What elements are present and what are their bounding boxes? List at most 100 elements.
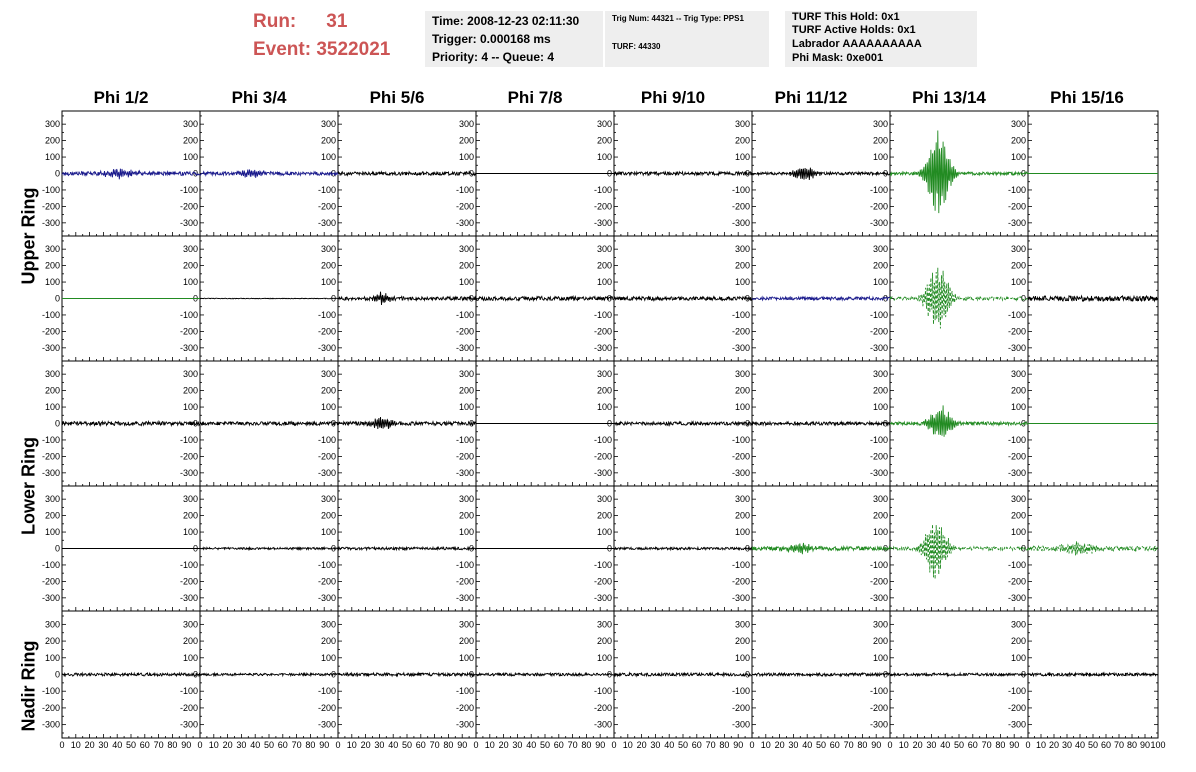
y-tick-label: -300 bbox=[594, 720, 612, 730]
y-tick-label: -300 bbox=[42, 468, 60, 478]
y-tick-label: 200 bbox=[459, 136, 474, 146]
y-tick-label: 100 bbox=[597, 653, 612, 663]
y-tick-label: -200 bbox=[870, 576, 888, 586]
y-tick-label: -100 bbox=[42, 185, 60, 195]
waveform-trace bbox=[889, 405, 1029, 437]
y-tick-label: 100 bbox=[735, 527, 750, 537]
x-tick-label: 60 bbox=[830, 740, 840, 750]
x-tick-label: 30 bbox=[98, 740, 108, 750]
waveform-trace bbox=[889, 671, 1028, 678]
y-tick-label: -200 bbox=[180, 703, 198, 713]
run-label: Run: bbox=[253, 11, 297, 32]
y-tick-label: 100 bbox=[597, 527, 612, 537]
y-tick-label: -300 bbox=[318, 218, 336, 228]
waveform-trace bbox=[61, 168, 201, 180]
x-tick-label: 0 bbox=[1025, 740, 1030, 750]
y-tick-label: 100 bbox=[873, 277, 888, 287]
waveform-trace bbox=[613, 295, 753, 303]
y-tick-label: 100 bbox=[321, 527, 336, 537]
waveform-trace bbox=[751, 420, 891, 427]
y-tick-label: -300 bbox=[1008, 468, 1026, 478]
x-tick-label: 20 bbox=[1049, 740, 1059, 750]
time-line: Time: 2008-12-23 02:11:30 bbox=[432, 14, 580, 28]
x-tick-label: 40 bbox=[112, 740, 122, 750]
y-tick-label: -200 bbox=[1008, 451, 1026, 461]
y-tick-label: 300 bbox=[873, 119, 888, 129]
x-tick-label: 60 bbox=[692, 740, 702, 750]
y-tick-label: -300 bbox=[1008, 343, 1026, 353]
y-tick-label: 200 bbox=[873, 136, 888, 146]
y-tick-label: 200 bbox=[597, 386, 612, 396]
x-tick-label: 40 bbox=[250, 740, 260, 750]
y-tick-label: 100 bbox=[1011, 527, 1026, 537]
y-tick-label: 200 bbox=[1011, 511, 1026, 521]
y-tick-label: 0 bbox=[193, 419, 198, 429]
x-tick-label: 80 bbox=[857, 740, 867, 750]
y-tick-label: -200 bbox=[870, 451, 888, 461]
x-tick-label: 80 bbox=[719, 740, 729, 750]
trigger-info-box: Trig Num: 44321 -- Trig Type: PPS1 TURF:… bbox=[605, 11, 769, 67]
y-tick-label: -200 bbox=[42, 451, 60, 461]
waveform-trace bbox=[337, 416, 477, 430]
y-tick-label: -100 bbox=[456, 185, 474, 195]
waveform-trace bbox=[889, 130, 1029, 214]
y-tick-label: -300 bbox=[180, 720, 198, 730]
x-tick-label: 80 bbox=[1127, 740, 1137, 750]
turf-hold-line: TURF This Hold: 0x1 bbox=[792, 11, 900, 23]
waveform-trace bbox=[613, 545, 753, 552]
y-tick-label: -300 bbox=[318, 593, 336, 603]
y-tick-label: 100 bbox=[183, 653, 198, 663]
y-tick-label: 200 bbox=[45, 386, 60, 396]
y-tick-label: 200 bbox=[459, 261, 474, 271]
y-tick-label: 0 bbox=[883, 419, 888, 429]
y-tick-label: -300 bbox=[456, 593, 474, 603]
x-tick-label: 60 bbox=[554, 740, 564, 750]
y-tick-label: -300 bbox=[594, 468, 612, 478]
y-tick-label: 300 bbox=[597, 119, 612, 129]
x-tick-label: 60 bbox=[140, 740, 150, 750]
x-tick-label: 0 bbox=[887, 740, 892, 750]
y-tick-label: -300 bbox=[870, 218, 888, 228]
y-tick-label: -100 bbox=[318, 310, 336, 320]
y-tick-label: 300 bbox=[45, 369, 60, 379]
column-header-phi-3-4: Phi 3/4 bbox=[231, 88, 287, 107]
x-tick-label: 20 bbox=[775, 740, 785, 750]
y-tick-label: 300 bbox=[735, 369, 750, 379]
y-tick-label: -100 bbox=[1008, 686, 1026, 696]
y-tick-label: -100 bbox=[42, 435, 60, 445]
x-tick-label: 60 bbox=[1101, 740, 1111, 750]
y-tick-label: 300 bbox=[321, 119, 336, 129]
x-tick-label: 20 bbox=[223, 740, 233, 750]
y-tick-label: -100 bbox=[870, 435, 888, 445]
x-tick-label: 10 bbox=[71, 740, 81, 750]
y-tick-label: -300 bbox=[870, 468, 888, 478]
y-tick-label: 100 bbox=[459, 277, 474, 287]
y-tick-label: 200 bbox=[183, 511, 198, 521]
y-tick-label: -300 bbox=[870, 593, 888, 603]
x-tick-label: 0 bbox=[611, 740, 616, 750]
y-tick-label: 300 bbox=[873, 494, 888, 504]
y-tick-label: 300 bbox=[183, 369, 198, 379]
y-tick-label: 0 bbox=[331, 670, 336, 680]
y-tick-label: -300 bbox=[732, 593, 750, 603]
x-tick-label: 80 bbox=[995, 740, 1005, 750]
y-tick-label: 200 bbox=[459, 636, 474, 646]
y-tick-label: -100 bbox=[732, 310, 750, 320]
y-tick-label: -300 bbox=[870, 343, 888, 353]
y-tick-label: -200 bbox=[594, 703, 612, 713]
y-tick-label: 300 bbox=[45, 244, 60, 254]
y-tick-label: -200 bbox=[1008, 703, 1026, 713]
y-tick-label: 200 bbox=[321, 636, 336, 646]
y-tick-label: -100 bbox=[180, 310, 198, 320]
x-tick-label: 80 bbox=[305, 740, 315, 750]
y-tick-label: 200 bbox=[873, 386, 888, 396]
y-tick-label: 100 bbox=[735, 653, 750, 663]
y-tick-label: -200 bbox=[456, 201, 474, 211]
column-header-phi-11-12: Phi 11/12 bbox=[774, 88, 848, 107]
column-header-phi-5-6: Phi 5/6 bbox=[369, 88, 425, 107]
y-tick-label: -100 bbox=[870, 310, 888, 320]
y-tick-label: 100 bbox=[459, 152, 474, 162]
x-tick-label: 10 bbox=[761, 740, 771, 750]
y-tick-label: -100 bbox=[732, 560, 750, 570]
